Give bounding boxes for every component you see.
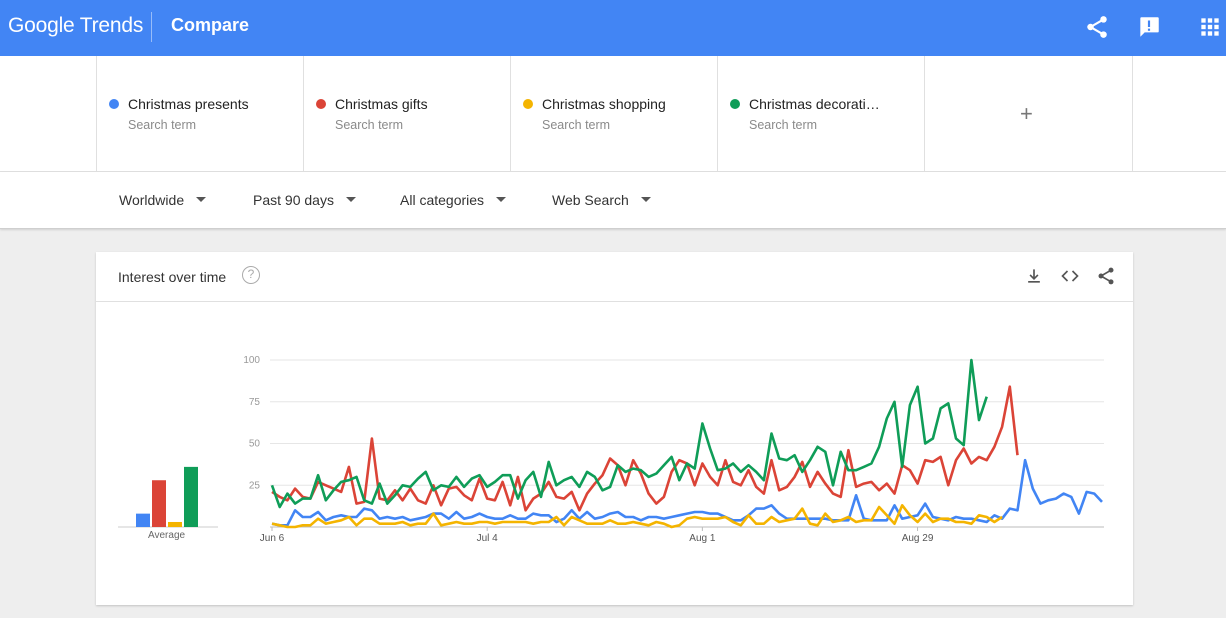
term-color-dot — [109, 99, 119, 109]
share-icon[interactable] — [1084, 14, 1110, 40]
term-name[interactable]: Christmas presents — [128, 96, 249, 112]
plus-icon: + — [1020, 101, 1033, 126]
term-color-dot — [316, 99, 326, 109]
y-tick-label: 100 — [243, 355, 260, 366]
average-bar-christmas-decorations — [184, 466, 198, 527]
average-bar-christmas-shopping — [168, 521, 182, 527]
search-terms-bar: Christmas presents Search term Christmas… — [0, 56, 1226, 172]
add-comparison-button[interactable]: + — [924, 56, 1133, 172]
dropdown-arrow-icon — [345, 196, 356, 202]
term-card-christmas-gifts[interactable]: Christmas gifts Search term — [303, 56, 510, 172]
x-tick-label: Jul 4 — [477, 533, 499, 544]
card-header: Interest over time ? — [96, 252, 1133, 302]
apps-grid-icon[interactable] — [1197, 14, 1223, 40]
header-divider — [151, 12, 152, 42]
term-color-dot — [523, 99, 533, 109]
time-range-dropdown[interactable]: Past 90 days — [253, 192, 356, 208]
series-line-christmas-decorations — [270, 358, 988, 509]
dropdown-arrow-icon — [196, 196, 207, 202]
term-card-christmas-presents[interactable]: Christmas presents Search term — [96, 56, 303, 172]
y-tick-label: 75 — [249, 397, 261, 408]
page-title: Compare — [171, 15, 250, 35]
term-type: Search term — [749, 118, 818, 132]
region-dropdown[interactable]: Worldwide — [119, 192, 207, 208]
average-bar-christmas-presents — [136, 513, 150, 527]
term-type: Search term — [542, 118, 611, 132]
card-title: Interest over time — [118, 269, 227, 285]
category-dropdown[interactable]: All categories — [400, 192, 507, 208]
download-icon[interactable] — [1024, 266, 1044, 286]
feedback-icon[interactable] — [1136, 14, 1162, 40]
term-card-christmas-decorations[interactable]: Christmas decorati… Search term — [717, 56, 924, 172]
series-line-christmas-shopping — [271, 504, 1003, 529]
x-tick-label: Jun 6 — [260, 533, 285, 544]
search-property-dropdown[interactable]: Web Search — [552, 192, 651, 208]
share-icon[interactable] — [1096, 266, 1116, 286]
term-type: Search term — [335, 118, 404, 132]
average-label: Average — [148, 530, 186, 541]
dropdown-arrow-icon — [640, 196, 651, 202]
google-trends-logo[interactable]: Google Trends — [8, 14, 144, 37]
top-app-bar: Google Trends Compare — [0, 0, 1226, 56]
term-card-christmas-shopping[interactable]: Christmas shopping Search term — [510, 56, 717, 172]
embed-code-icon[interactable] — [1060, 266, 1080, 286]
term-color-dot — [730, 99, 740, 109]
term-name[interactable]: Christmas shopping — [542, 96, 666, 112]
y-tick-label: 25 — [249, 480, 261, 491]
term-name[interactable]: Christmas gifts — [335, 96, 428, 112]
help-icon[interactable]: ? — [242, 266, 260, 284]
x-tick-label: Aug 29 — [902, 533, 934, 544]
term-type: Search term — [128, 118, 197, 132]
filter-bar: Worldwide Past 90 days All categories We… — [0, 172, 1226, 229]
x-tick-label: Aug 1 — [689, 533, 716, 544]
term-name[interactable]: Christmas decorati… — [749, 96, 880, 112]
dropdown-arrow-icon — [496, 196, 507, 202]
series-line-christmas-presents — [271, 458, 1103, 527]
average-bar-christmas-gifts — [152, 480, 166, 527]
y-tick-label: 50 — [249, 439, 261, 450]
interest-over-time-chart[interactable]: 25 50 75 100 Jun 6 Jul 4 Aug 1 Aug 29 — [96, 302, 1133, 552]
interest-over-time-card: Interest over time ? 25 50 75 100 Jun 6 Jul 4… — [96, 252, 1133, 605]
